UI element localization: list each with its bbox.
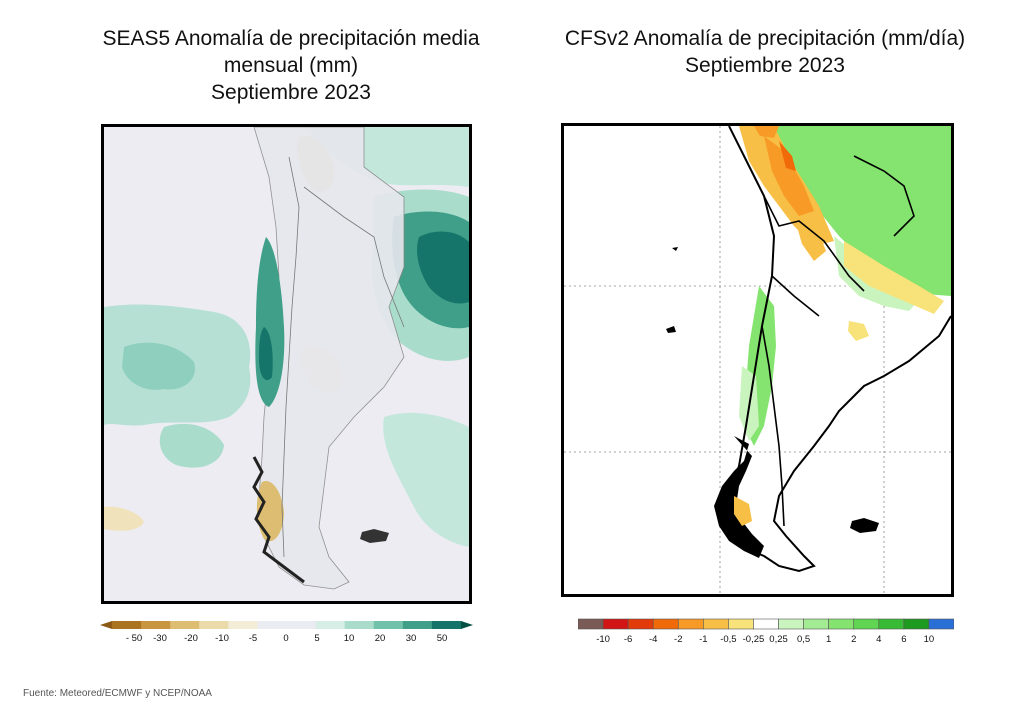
falkland-islands	[850, 518, 879, 533]
right-map-title: CFSv2 Anomalía de precipitación (mm/día)…	[530, 25, 1000, 79]
pacific-islands	[666, 247, 678, 333]
cfsv2-colorbar-segment	[878, 618, 905, 630]
right-title-line-2: Septiembre 2023	[685, 54, 845, 77]
cfsv2-legend-tick: 2	[851, 634, 857, 645]
seas5-legend-tick: -5	[248, 633, 258, 644]
seas5-legend-tick: 0	[283, 633, 289, 644]
cfsv2-legend-tick: -1	[699, 634, 708, 645]
seas5-colorbar-segment	[112, 621, 142, 629]
seas5-legend-tick: - 50	[125, 633, 143, 644]
left-title-line-2: mensual (mm)	[223, 54, 359, 77]
seas5-colorbar-segment	[344, 621, 375, 629]
cfsv2-map-graphic	[564, 126, 951, 594]
seas5-colorbar-segment	[286, 621, 317, 629]
north-dry-top	[754, 126, 779, 138]
cfsv2-colorbar-segment	[627, 618, 654, 630]
cfsv2-colorbar-segment	[928, 618, 954, 630]
seas5-legend-tick: -30	[153, 633, 167, 644]
cfsv2-legend-tick: -0,5	[720, 634, 737, 645]
seas5-anomaly-map	[101, 124, 472, 604]
south-america-outline	[722, 126, 951, 573]
pacific-wet-patch-south	[159, 423, 224, 468]
cfsv2-legend-tick: 4	[876, 634, 882, 645]
cfsv2-legend-tick: -2	[674, 634, 683, 645]
right-title-line-1: CFSv2 Anomalía de precipitación (mm/día)	[564, 27, 966, 50]
cfsv2-colorbar-segment	[803, 618, 829, 630]
cfsv2-legend-tick: 0,5	[796, 634, 811, 645]
brazil-wet-darkest	[417, 231, 469, 304]
seas5-colorbar-segment	[141, 621, 171, 629]
southern-chile-coast	[252, 456, 305, 584]
cfsv2-colorbar-segment	[828, 618, 855, 630]
seas5-colorbar-segment	[199, 621, 229, 629]
andes-dry-peak	[779, 141, 796, 171]
seas5-colorbar	[100, 621, 473, 629]
left-title-line-1: SEAS5 Anomalía de precipitación media	[102, 27, 480, 50]
seas5-colorbar-segment	[100, 621, 112, 629]
seas5-legend-tick: -20	[184, 633, 198, 644]
seas5-colorbar-segment	[257, 621, 287, 629]
cfsv2-colorbar	[578, 618, 954, 630]
cfsv2-legend-tick: -4	[648, 634, 658, 645]
cfsv2-colorbar-segment	[602, 618, 629, 630]
seas5-colorbar-segment	[373, 621, 404, 629]
cfsv2-colorbar-segment	[728, 618, 754, 630]
pacific-wet-patch-inner	[122, 342, 195, 390]
seas5-legend-tick: 20	[374, 633, 386, 644]
cfsv2-colorbar-segment	[853, 618, 880, 630]
chile-wet-strip-core	[259, 327, 273, 381]
cfsv2-legend-tick: 10	[923, 634, 935, 645]
cfsv2-colorbar-segment	[703, 618, 729, 630]
argentina-dry-blob	[848, 321, 869, 341]
cfsv2-legend: -10 -6 -4 -2 -1 -0,5 -0,25 0,25 0,5 1 2 4 6 10	[578, 618, 954, 658]
cfsv2-legend-tick: 1	[826, 634, 832, 645]
seas5-colorbar-segment	[228, 621, 258, 629]
andes-dry-core	[764, 136, 814, 216]
seas5-colorbar-segment	[402, 621, 433, 629]
ocean-dry-patch	[104, 506, 144, 531]
northeast-wet-area	[764, 126, 951, 296]
source-credit: Fuente: Meteored/ECMWF y NCEP/NOAA	[23, 688, 212, 699]
seas5-colorbar-segment	[315, 621, 346, 629]
cfsv2-legend-tick: -6	[623, 634, 633, 645]
patagonia-dry-patch	[256, 481, 284, 542]
andes-dry-tail	[794, 216, 826, 261]
cfsv2-legend-tick: -0,25	[742, 634, 765, 645]
cfsv2-legend-tick: 0,25	[769, 634, 788, 645]
cfsv2-colorbar-segment	[677, 618, 704, 630]
argentina-border-east	[303, 186, 405, 328]
seas5-colorbar-segment	[170, 621, 200, 629]
cfsv2-colorbar-segment	[578, 618, 604, 630]
seas5-map-graphic	[104, 127, 469, 590]
cfsv2-anomaly-map	[561, 123, 954, 597]
seas5-legend-tick: 10	[343, 633, 355, 644]
seas5-legend: - 50 -30 -20 -10 -5 0 5 10 20 30 50	[100, 618, 473, 658]
seas5-colorbar-segment	[461, 621, 473, 629]
fjords-wet-highlight	[734, 496, 752, 526]
plata-dry-band	[844, 241, 944, 314]
left-title-line-3: Septiembre 2023	[211, 81, 371, 104]
left-map-title: SEAS5 Anomalía de precipitación media me…	[70, 25, 512, 106]
cfsv2-colorbar-segment	[753, 618, 779, 630]
cfsv2-colorbar-segment	[903, 618, 930, 630]
seas5-legend-tick: -10	[215, 633, 229, 644]
chile-argentina-border	[281, 156, 300, 558]
cfsv2-colorbar-segment	[778, 618, 804, 630]
cfsv2-legend-tick: -10	[596, 634, 610, 645]
falkland-islands	[360, 529, 389, 543]
seas5-legend-tick: 50	[436, 633, 448, 644]
chile-fjords	[714, 436, 764, 558]
cfsv2-colorbar-segment	[652, 618, 679, 630]
cfsv2-legend-tick: 6	[901, 634, 907, 645]
seas5-colorbar-segment	[431, 621, 462, 629]
country-borders	[761, 155, 915, 527]
seas5-legend-tick: 5	[314, 633, 320, 644]
seas5-legend-tick: 30	[405, 633, 417, 644]
atlantic-wet-patch	[383, 412, 469, 547]
